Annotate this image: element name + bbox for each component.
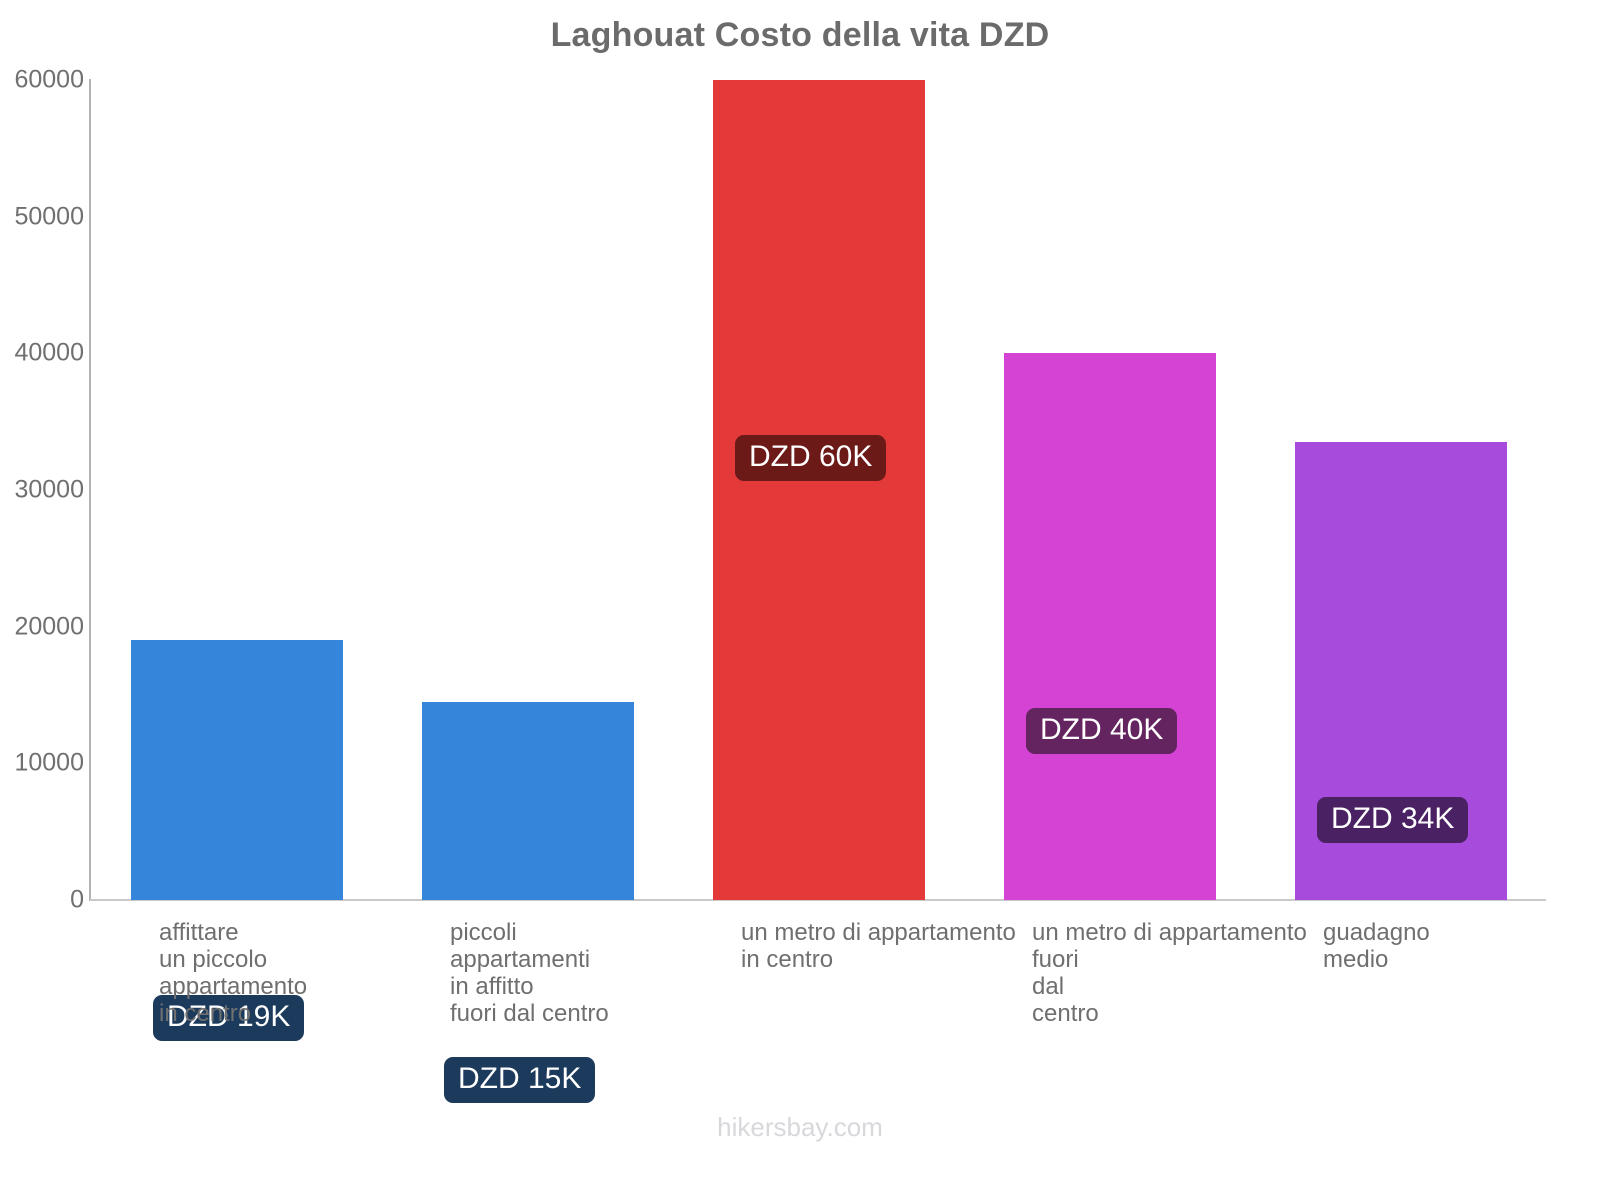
bar[interactable] bbox=[713, 80, 925, 900]
chart-title: Laghouat Costo della vita DZD bbox=[550, 16, 1050, 54]
y-axis-line bbox=[89, 79, 91, 901]
bar-value-label: DZD 15K bbox=[444, 1056, 596, 1103]
y-axis-tick: 10000 bbox=[14, 748, 84, 777]
x-axis-line bbox=[90, 899, 1546, 901]
x-axis-category-label: un metro di appartamento in centro bbox=[741, 919, 1016, 973]
watermark-label: hikersbay.com bbox=[717, 1112, 883, 1142]
y-axis-tick: 50000 bbox=[14, 202, 84, 231]
x-axis-category-label: guadagno medio bbox=[1323, 919, 1430, 973]
y-axis-tick: 0 bbox=[70, 885, 84, 914]
bar[interactable] bbox=[131, 640, 343, 900]
bar-value-label: DZD 34K bbox=[1317, 797, 1469, 844]
bar-value-label: DZD 40K bbox=[1026, 708, 1178, 755]
x-axis-category-label: affittare un piccolo appartamento in cen… bbox=[159, 919, 308, 1027]
bar[interactable] bbox=[1004, 353, 1216, 900]
y-axis-tick: 40000 bbox=[14, 338, 84, 367]
x-axis-category-label: un metro di appartamento fuori dal centr… bbox=[1032, 919, 1307, 1027]
x-axis-category-label: piccoli appartamenti in affitto fuori da… bbox=[450, 919, 609, 1027]
y-axis-tick: 30000 bbox=[14, 475, 84, 504]
bar[interactable] bbox=[422, 701, 634, 900]
y-axis-tick: 20000 bbox=[14, 612, 84, 641]
y-axis-tick: 60000 bbox=[14, 65, 84, 94]
bar-value-label: DZD 19K bbox=[153, 995, 305, 1042]
y-axis-tick-labels: 60000 50000 40000 30000 20000 10000 0 bbox=[0, 0, 84, 1200]
bar-value-label: DZD 60K bbox=[735, 435, 887, 481]
